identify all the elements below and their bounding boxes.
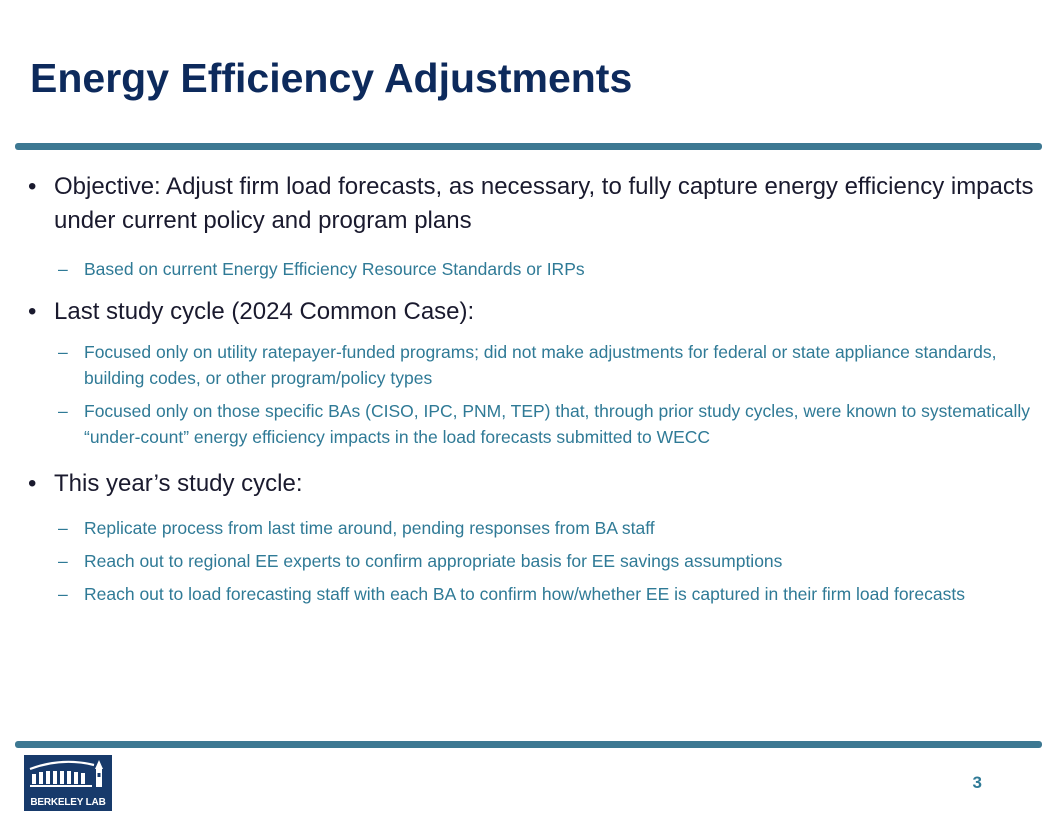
- sub-bullet-text: Focused only on those specific BAs (CISO…: [84, 401, 1031, 447]
- berkeley-lab-logo: BERKELEY LAB: [24, 755, 112, 811]
- sub-bullet-dash: –: [58, 342, 68, 362]
- bottom-divider: [15, 741, 1042, 748]
- bullet-group: • Objective: Adjust firm load forecasts,…: [26, 170, 1036, 282]
- sub-bullet-item: – Based on current Energy Efficiency Res…: [26, 256, 1036, 282]
- sub-bullet-item: – Replicate process from last time aroun…: [26, 515, 1036, 541]
- bullet-item: • This year’s study cycle:: [26, 467, 1036, 501]
- sub-bullet-dash: –: [58, 518, 68, 538]
- bullet-dot: •: [28, 470, 37, 497]
- page-number: 3: [972, 773, 982, 792]
- sub-bullet-dash: –: [58, 259, 68, 279]
- bullet-text: This year’s study cycle:: [54, 470, 303, 497]
- bullet-group: • Last study cycle (2024 Common Case): –…: [26, 295, 1036, 450]
- bullet-group: • This year’s study cycle: – Replicate p…: [26, 467, 1036, 607]
- sub-bullet-dash: –: [58, 584, 68, 604]
- bullet-item: • Objective: Adjust firm load forecasts,…: [26, 170, 1036, 238]
- sub-bullet-text: Replicate process from last time around,…: [84, 518, 655, 538]
- sub-bullet-item: – Reach out to regional EE experts to co…: [26, 548, 1036, 574]
- slide-title: Energy Efficiency Adjustments: [30, 55, 633, 101]
- sub-bullet-text: Reach out to load forecasting staff with…: [84, 584, 965, 604]
- sub-bullet-text: Focused only on utility ratepayer-funded…: [84, 342, 997, 388]
- bullet-list: • Objective: Adjust firm load forecasts,…: [26, 170, 1036, 607]
- bullet-dot: •: [28, 173, 37, 200]
- bullet-dot: •: [28, 298, 37, 325]
- sub-bullet-item: – Focused only on those specific BAs (CI…: [26, 398, 1036, 450]
- sub-bullet-text: Reach out to regional EE experts to conf…: [84, 551, 783, 571]
- sub-bullet-dash: –: [58, 551, 68, 571]
- bullet-text: Objective: Adjust firm load forecasts, a…: [54, 173, 1034, 234]
- sub-bullet-dash: –: [58, 401, 68, 421]
- bullet-text: Last study cycle (2024 Common Case):: [54, 298, 475, 325]
- sub-bullet-text: Based on current Energy Efficiency Resou…: [84, 259, 585, 279]
- sub-bullet-item: – Focused only on utility ratepayer-fund…: [26, 339, 1036, 391]
- building-icon: [29, 760, 103, 787]
- sub-bullet-item: – Reach out to load forecasting staff wi…: [26, 581, 1036, 607]
- logo-text: BERKELEY LAB: [30, 797, 106, 808]
- top-divider: [15, 143, 1042, 150]
- bullet-item: • Last study cycle (2024 Common Case):: [26, 295, 1036, 329]
